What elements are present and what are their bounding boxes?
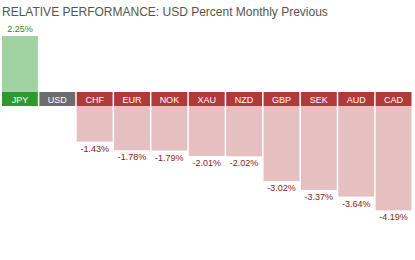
category-box xyxy=(376,92,412,106)
category-label: AUD xyxy=(347,95,367,105)
bar xyxy=(2,36,38,92)
data-label: 2.25% xyxy=(7,24,33,34)
category-box xyxy=(226,92,262,106)
category-box xyxy=(338,92,374,106)
bar xyxy=(264,106,300,181)
data-label: -1.43% xyxy=(80,144,109,154)
title: RELATIVE PERFORMANCE: USD Percent Monthl… xyxy=(2,5,328,19)
data-label: -3.64% xyxy=(342,199,371,209)
bar xyxy=(114,106,150,150)
category-label: EUR xyxy=(123,95,143,105)
data-label: -3.37% xyxy=(305,192,334,202)
category-label: SEK xyxy=(310,95,328,105)
category-box xyxy=(189,92,225,106)
category-label: NZD xyxy=(235,95,254,105)
category-box xyxy=(151,92,187,106)
data-label: -3.02% xyxy=(267,183,296,193)
bar xyxy=(376,106,412,210)
data-label: -2.02% xyxy=(230,158,259,168)
category-box xyxy=(2,92,38,106)
data-label: -1.78% xyxy=(118,152,147,162)
bar xyxy=(301,106,337,190)
category-label: CAD xyxy=(384,95,404,105)
data-label: -2.01% xyxy=(192,158,221,168)
category-label: USD xyxy=(48,95,68,105)
category-label: JPY xyxy=(12,95,29,105)
bar xyxy=(151,106,187,151)
bar xyxy=(77,106,113,142)
category-box xyxy=(114,92,150,106)
category-label: XAU xyxy=(197,95,216,105)
bars xyxy=(2,36,412,210)
category-label: NOK xyxy=(160,95,180,105)
category-box xyxy=(264,92,300,106)
data-label: -1.79% xyxy=(155,153,184,163)
bar xyxy=(189,106,225,156)
category-label: CHF xyxy=(85,95,104,105)
category-box xyxy=(77,92,113,106)
category-box xyxy=(39,92,75,106)
bar xyxy=(226,106,262,156)
category-label: GBP xyxy=(272,95,291,105)
labels: JPY 2.25% USD CHF -1.43% EUR -1.78% NOK -1.79% XA… xyxy=(2,24,412,222)
category-box xyxy=(301,92,337,106)
bar xyxy=(338,106,374,197)
data-label: -4.19% xyxy=(379,212,408,222)
chart: RELATIVE PERFORMANCE: USD Percent Monthl… xyxy=(0,0,415,260)
